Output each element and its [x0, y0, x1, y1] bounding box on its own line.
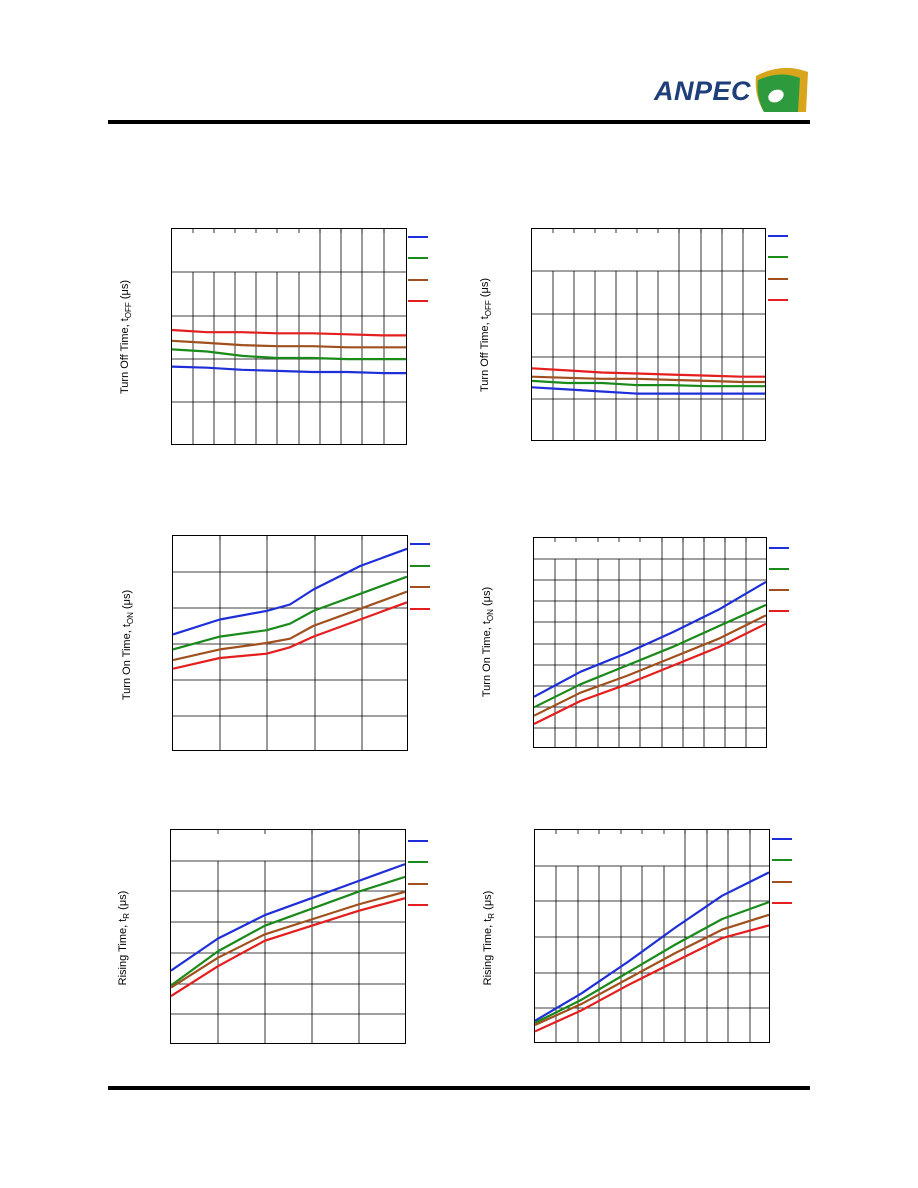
chart3-svg	[173, 536, 407, 750]
chart4-series-4	[534, 622, 766, 725]
chart1-series-2	[172, 348, 406, 361]
chart2-legend-line-1	[768, 235, 788, 237]
chart2-series-2	[532, 379, 765, 388]
chart1-legend-line-4	[408, 300, 428, 302]
chart6-ylabel: Rising Time, tR (μs)	[481, 890, 497, 986]
anpec-logo-icon	[755, 67, 808, 112]
chart4-series-2	[534, 603, 766, 709]
chart4-series-3	[534, 614, 766, 717]
chart1-ylabel: Turn Off Time, tOFF (μs)	[118, 279, 134, 395]
chart2-svg	[532, 229, 765, 440]
chart2-legend-line-4	[768, 299, 788, 301]
chart5-legend-line-4	[408, 904, 428, 906]
chart5-series-2	[171, 875, 405, 987]
chart6-legend-line-4	[772, 902, 792, 904]
chart2-series-1	[532, 386, 765, 395]
chart2-legend-line-3	[768, 278, 788, 280]
chart5-legend-line-2	[408, 861, 428, 863]
chart1-series-3	[172, 339, 406, 349]
chart3-series-3	[173, 590, 407, 662]
chart1-legend-line-2	[408, 257, 428, 259]
chart3-legend-line-2	[410, 565, 430, 567]
chart3-legend-line-1	[410, 543, 430, 545]
chart3-legend-line-4	[410, 608, 430, 610]
chart6-series-4	[535, 924, 769, 1033]
footer-rule	[108, 1086, 810, 1090]
chart4-plot	[533, 537, 767, 748]
chart5-series-1	[171, 863, 405, 972]
chart2-plot	[531, 228, 766, 441]
chart6-legend-line-1	[772, 838, 792, 840]
chart4-legend-line-4	[769, 610, 789, 612]
chart3-legend-line-3	[410, 586, 430, 588]
chart3-plot	[172, 535, 408, 751]
chart3-ylabel: Turn On Time, tON (μs)	[120, 589, 136, 701]
chart6-plot	[534, 829, 770, 1043]
chart5-series-3	[171, 890, 405, 989]
chart3-series-4	[173, 601, 407, 670]
chart4-ylabel: Turn On Time, tON (μs)	[480, 586, 496, 698]
chart6-series-3	[535, 913, 769, 1027]
chart1-plot	[171, 228, 407, 445]
chart1-series-4	[172, 328, 406, 337]
chart6-legend-line-3	[772, 881, 792, 883]
chart4-svg	[534, 538, 766, 747]
chart2-series-3	[532, 375, 765, 384]
chart4-legend-line-3	[769, 589, 789, 591]
chart3-series-1	[173, 547, 407, 636]
chart4-legend-line-1	[769, 547, 789, 549]
chart4-legend-line-2	[769, 568, 789, 570]
chart5-series-4	[171, 897, 405, 998]
chart3-series-2	[173, 575, 407, 651]
chart6-svg	[535, 830, 769, 1042]
chart6-series-1	[535, 871, 769, 1022]
chart5-legend-line-1	[408, 840, 428, 842]
chart6-series-2	[535, 901, 769, 1024]
chart1-legend-line-3	[408, 279, 428, 281]
chart5-legend-line-3	[408, 883, 428, 885]
chart5-plot	[170, 829, 406, 1044]
chart4-series-1	[534, 580, 766, 698]
chart1-svg	[172, 229, 406, 444]
chart2-legend-line-2	[768, 256, 788, 258]
chart6-legend-line-2	[772, 859, 792, 861]
chart1-legend-line-1	[408, 236, 428, 238]
chart2-series-4	[532, 367, 765, 378]
chart5-svg	[171, 830, 405, 1043]
brand-name: ANPEC	[654, 76, 752, 106]
chart5-ylabel: Rising Time, tR (μs)	[116, 890, 132, 986]
chart2-ylabel: Turn Off Time, tOFF (μs)	[478, 277, 494, 393]
header-rule	[108, 120, 810, 124]
chart1-series-1	[172, 365, 406, 375]
